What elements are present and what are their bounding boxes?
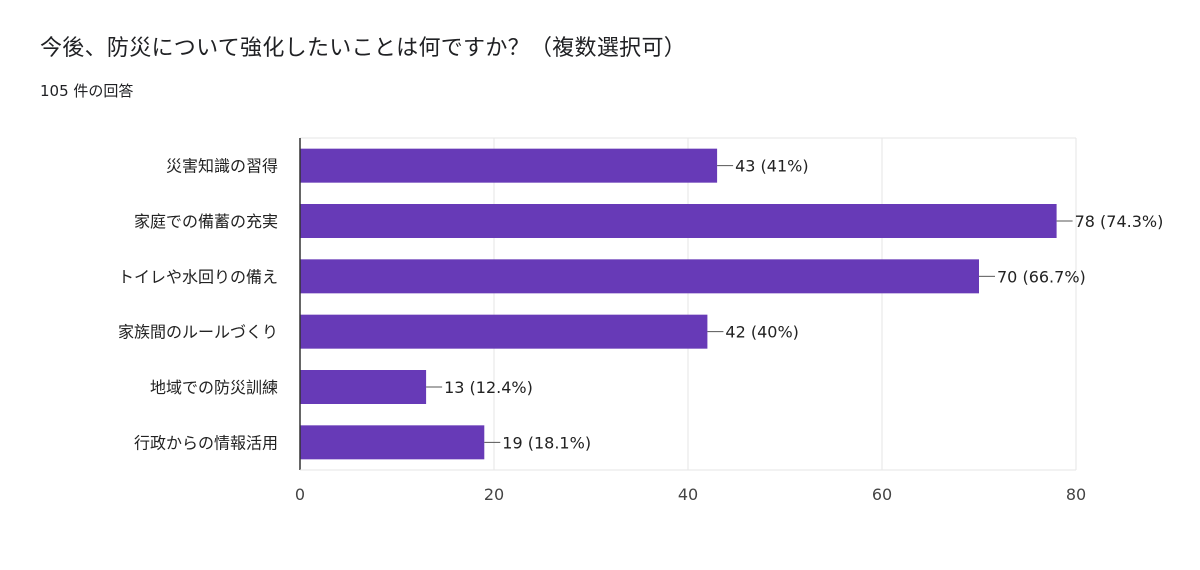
- x-tick-label: 20: [484, 485, 504, 504]
- bar: [300, 259, 979, 294]
- bar: [300, 370, 427, 404]
- bar: [300, 425, 485, 460]
- category-label: 行政からの情報活用: [134, 433, 278, 452]
- bar: [300, 314, 708, 349]
- data-labels: 43 (41%) 78 (74.3%) 70 (66.7%) 42 (40%) 13 (…: [426, 157, 1164, 452]
- bar: [300, 204, 1057, 238]
- tick-labels: 0 20 40 60 80: [295, 485, 1086, 504]
- category-label: トイレや水回りの備え: [118, 267, 278, 286]
- category-label: 家族間のルールづくり: [118, 323, 278, 342]
- bar: [300, 148, 718, 183]
- data-label: 70 (66.7%): [997, 267, 1086, 286]
- data-label: 13 (12.4%): [444, 378, 533, 397]
- x-tick-label: 60: [872, 485, 892, 504]
- axis-lines: [299, 138, 1076, 471]
- question-title: 今後、防災について強化したいことは何ですか？（複数選択可）: [40, 36, 687, 61]
- data-label: 43 (41%): [735, 157, 809, 176]
- category-labels: 災害知識の習得家庭での備蓄の充実トイレや水回りの備え家族間のルールづくり地域での…: [118, 157, 278, 453]
- data-label: 42 (40%): [725, 323, 799, 342]
- x-tick-label: 0: [295, 485, 305, 504]
- category-label: 災害知識の習得: [166, 157, 278, 176]
- data-label: 78 (74.3%): [1075, 212, 1164, 231]
- category-label: 家庭での備蓄の充実: [134, 212, 278, 231]
- bars: [300, 148, 1057, 460]
- grid-lines: [300, 137, 1077, 470]
- category-label: 地域での防災訓練: [150, 378, 278, 397]
- x-tick-label: 80: [1066, 485, 1086, 504]
- data-label: 19 (18.1%): [502, 433, 591, 452]
- x-tick-label: 40: [678, 485, 698, 504]
- response-count: 105 件の回答: [40, 82, 134, 100]
